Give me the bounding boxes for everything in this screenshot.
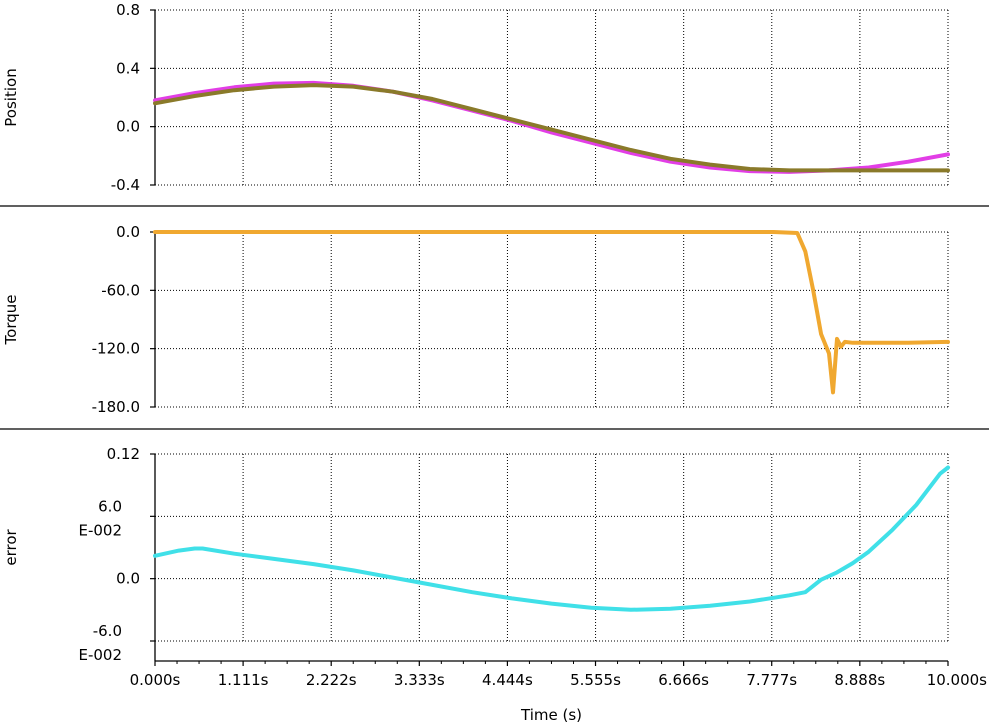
- series-line-2: [153, 83, 950, 173]
- y-tick-label: -120.0: [92, 340, 140, 358]
- y-tick-label: 0.4: [116, 59, 140, 77]
- x-tick-label: 3.333s: [394, 671, 445, 689]
- series-line-1: [153, 465, 950, 612]
- x-tick-label: 1.111s: [218, 671, 269, 689]
- x-tick-label: 2.222s: [306, 671, 357, 689]
- series-line-1: [153, 80, 950, 174]
- x-tick-label: 7.777s: [746, 671, 797, 689]
- y-tick-label: -6.0: [93, 622, 122, 640]
- y-tick-label: 6.0: [98, 497, 122, 515]
- panel-torque: 0.0 -60.0 -120.0 -180.0 Torque: [2, 223, 950, 416]
- x-tick-label: 0.000s: [130, 671, 181, 689]
- y-tick-label: 0.12: [107, 445, 140, 463]
- x-tick-label: 5.555s: [570, 671, 621, 689]
- y-tick-label: 0.0: [116, 223, 140, 241]
- x-tick-label: 10.000s: [927, 671, 987, 689]
- panel-error: 0.12 6.0 E-002 0.0 -6.0 E-002 error 0.000s 1.111…: [2, 445, 987, 724]
- y-tick-label-exponent: E-002: [78, 521, 122, 539]
- series-line-1: [153, 230, 950, 395]
- y-tick-label: 0.0: [116, 570, 140, 588]
- y-axis-label: Torque: [2, 295, 20, 346]
- x-tick-label: 4.444s: [482, 671, 533, 689]
- y-tick-label: -60.0: [101, 281, 140, 299]
- y-tick-label: 0.8: [116, 1, 140, 19]
- y-tick-label: -180.0: [92, 398, 140, 416]
- y-axis-label: Position: [2, 68, 20, 126]
- panel-position: 0.8 0.4 0.0 -0.4 Position: [2, 1, 950, 194]
- x-axis-label: Time (s): [520, 706, 582, 724]
- x-tick-label: 6.666s: [658, 671, 709, 689]
- x-tick-label: 8.888s: [834, 671, 885, 689]
- y-axis-label: error: [2, 529, 20, 566]
- y-tick-label-exponent: E-002: [78, 646, 122, 664]
- y-tick-label: 0.0: [116, 118, 140, 136]
- y-tick-label: -0.4: [111, 176, 140, 194]
